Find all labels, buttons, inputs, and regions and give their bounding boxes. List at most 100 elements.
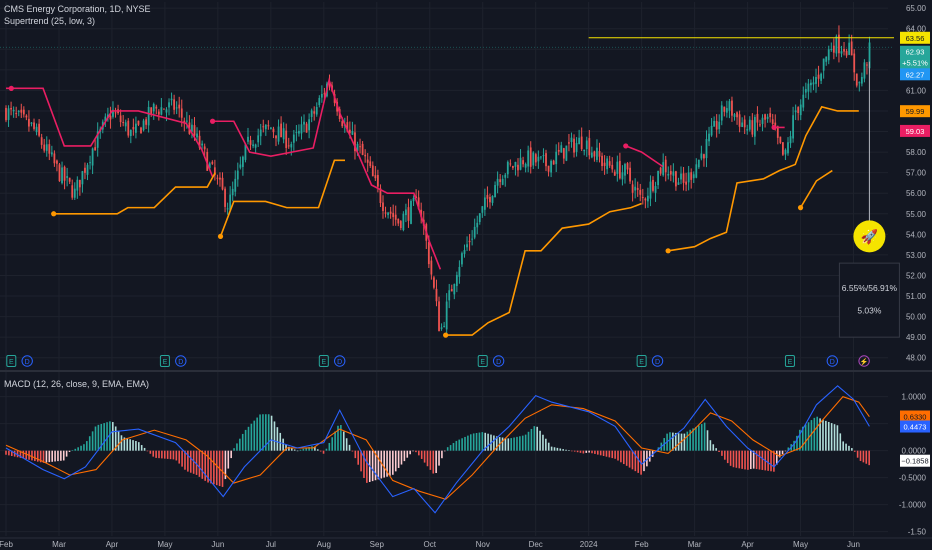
macd-histogram-bar	[247, 426, 250, 451]
time-tick-label: Aug	[317, 540, 331, 549]
candle-body	[61, 167, 63, 184]
macd-histogram-bar	[677, 433, 680, 451]
candle-body	[104, 116, 107, 122]
event-badge-earnings	[6, 355, 17, 367]
candle-body	[764, 114, 766, 120]
red-level-tag: 59.03	[906, 127, 925, 136]
candle-body	[585, 140, 588, 150]
candle-body	[766, 116, 769, 119]
candle-body	[799, 104, 802, 116]
macd-histogram-bar	[418, 450, 420, 456]
candle-body	[91, 148, 94, 166]
candle-body	[583, 149, 586, 152]
time-tick-label: 2024	[580, 540, 598, 549]
macd-histogram-bar	[435, 450, 437, 474]
macd-histogram-bar	[366, 450, 368, 483]
candle-body	[298, 130, 300, 134]
candle-body	[147, 106, 150, 126]
candle-body	[461, 253, 463, 265]
candle-body	[450, 289, 453, 292]
supertrend-reversal-marker	[665, 248, 671, 254]
candle-body	[73, 188, 76, 198]
candle-body	[150, 107, 153, 115]
time-tick-label: Mar	[52, 540, 66, 549]
macd-histogram-bar	[715, 448, 717, 451]
change-tag-bg	[900, 56, 930, 69]
macd-histogram-bar	[383, 450, 385, 478]
candle-body	[838, 34, 840, 54]
macd-histogram-bar	[400, 450, 403, 465]
last-price-tag: 62.93	[906, 48, 925, 57]
candle-body	[275, 135, 277, 139]
macd-histogram-bar	[825, 420, 827, 451]
macd-histogram-bar	[793, 440, 795, 451]
candle-body	[433, 277, 435, 288]
macd-histogram-bar	[163, 450, 166, 459]
candle-body	[320, 93, 323, 98]
macd-histogram-bar	[172, 450, 175, 460]
candle-body	[776, 126, 779, 138]
macd-tick-label: 0.0000	[902, 447, 927, 456]
candle-body	[634, 186, 637, 191]
candle-body	[272, 128, 275, 133]
candle-body	[305, 123, 308, 133]
candle-body	[236, 170, 239, 180]
macd-histogram-bar	[392, 450, 394, 475]
macd-legend[interactable]: MACD (12, 26, close, 9, EMA, EMA)	[4, 379, 150, 389]
macd-histogram-bar	[539, 430, 541, 451]
macd-histogram-bar	[712, 444, 715, 451]
macd-histogram-bar	[77, 447, 79, 451]
candle-body	[802, 94, 805, 108]
candle-body	[532, 152, 535, 166]
macd-histogram-bar	[628, 450, 631, 468]
candle-body	[157, 111, 160, 115]
candle-body	[664, 159, 667, 173]
macd-histogram-bar	[380, 450, 383, 479]
event-badge-label: D	[496, 359, 501, 366]
candle-body	[155, 106, 158, 109]
candle-body	[178, 104, 181, 109]
macd-histogram-bar	[853, 450, 856, 452]
macd-histogram-bar	[426, 450, 429, 467]
macd-histogram-bar	[126, 438, 129, 451]
candle-body	[522, 160, 524, 165]
candle-body	[725, 108, 728, 113]
candle-body	[96, 131, 99, 148]
yellow-level-tag-bg	[900, 31, 930, 44]
macd-histogram-bar	[536, 426, 538, 451]
candle-body	[140, 127, 142, 134]
symbol-title[interactable]: CMS Energy Corporation, 1D, NYSE	[4, 4, 151, 14]
candle-body	[580, 136, 583, 150]
candle-body	[753, 117, 756, 137]
macd-histogram-bar	[594, 450, 596, 454]
macd-histogram-bar	[444, 450, 446, 452]
ma-value-tag: 62.27	[906, 70, 925, 79]
macd-histogram-bar	[224, 450, 227, 480]
macd-value-tag-bg	[900, 420, 930, 433]
macd-histogram-bar	[109, 421, 111, 451]
candle-body	[63, 166, 66, 181]
candle-body	[573, 138, 575, 153]
target-secondary-label: 5.03%	[857, 305, 882, 315]
macd-histogram-bar	[519, 436, 521, 451]
macd-histogram-bar	[807, 422, 810, 451]
macd-histogram-bar	[856, 450, 859, 458]
candle-body	[229, 194, 232, 211]
candle-body	[415, 196, 418, 199]
candle-body	[417, 197, 420, 210]
candle-body	[211, 161, 214, 164]
candle-body	[486, 194, 489, 199]
candle-body	[853, 53, 856, 73]
macd-histogram-bar	[672, 432, 674, 451]
candle-body	[122, 122, 125, 124]
macd-histogram-bar	[576, 450, 579, 453]
candle-body	[738, 114, 741, 127]
candle-body	[570, 137, 573, 142]
candle-body	[86, 164, 89, 175]
macd-histogram-bar	[137, 442, 140, 451]
candle-body	[863, 62, 866, 79]
supertrend-legend[interactable]: Supertrend (25, low, 3)	[4, 16, 96, 26]
macd-histogram-bar	[363, 450, 365, 478]
macd-histogram-bar	[472, 433, 475, 451]
